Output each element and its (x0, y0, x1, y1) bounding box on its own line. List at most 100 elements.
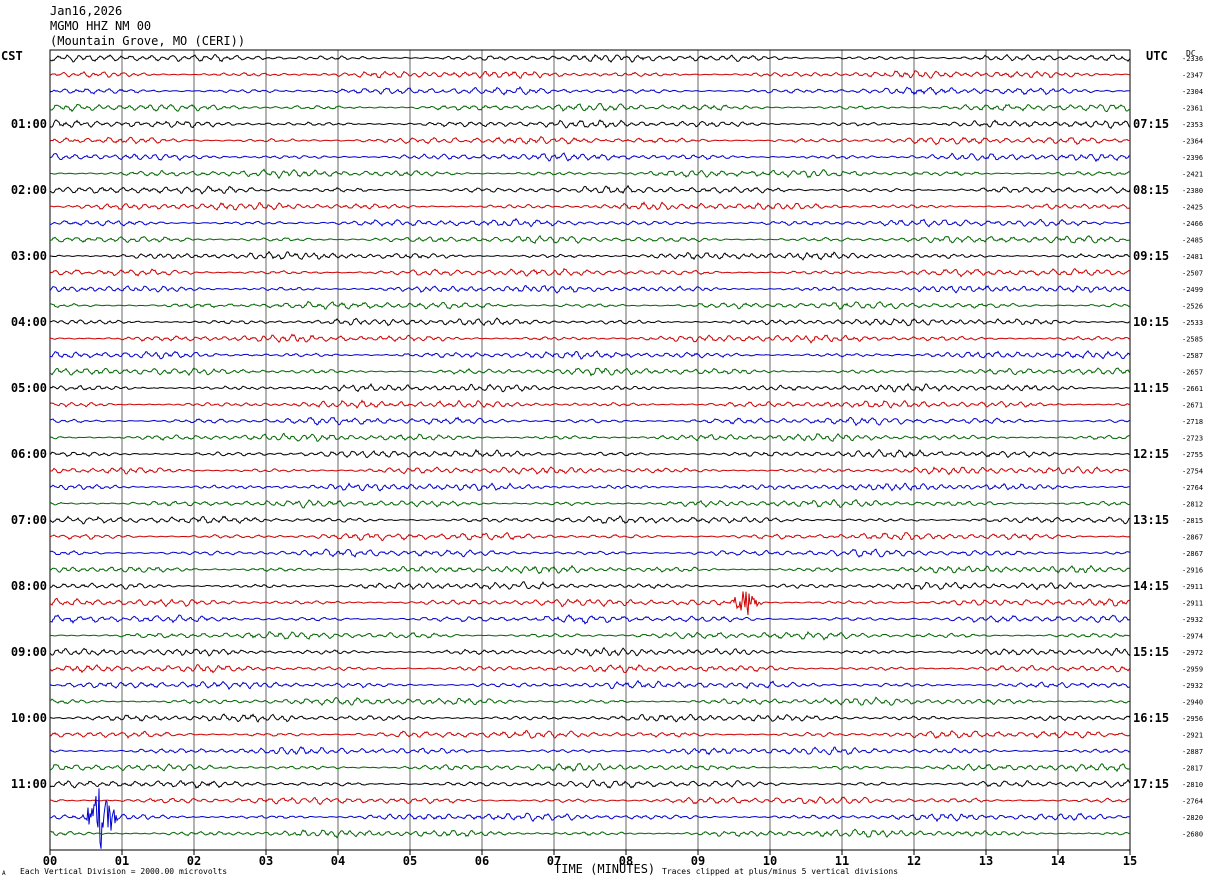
dc-offset-label: -2867 (1182, 534, 1203, 542)
x-tick-label: 10 (763, 854, 777, 868)
utc-hour-label: 15:15 (1133, 645, 1169, 659)
seismic-trace (49, 382, 1131, 393)
seismic-trace (49, 432, 1131, 442)
dc-offset-label: -2680 (1182, 831, 1203, 839)
seismic-trace (49, 730, 1131, 739)
seismic-trace (49, 465, 1131, 476)
cst-hour-label: 07:00 (11, 513, 47, 527)
dc-offset-label: -2812 (1182, 501, 1203, 509)
utc-hour-label: 13:15 (1133, 513, 1169, 527)
dc-offset-label: -2810 (1182, 781, 1203, 789)
left-timezone-label: CST (1, 49, 23, 63)
x-tick-label: 15 (1123, 854, 1137, 868)
seismic-trace (49, 646, 1131, 657)
seismic-trace (49, 564, 1131, 575)
dc-offset-label: -2867 (1182, 550, 1203, 558)
dc-offset-label: -2364 (1182, 138, 1203, 146)
seismic-trace (49, 613, 1131, 625)
cst-hour-label: 02:00 (11, 183, 47, 197)
dc-offset-label: -2887 (1182, 748, 1203, 756)
seismic-trace (49, 548, 1131, 558)
x-tick-label: 03 (259, 854, 273, 868)
seismic-trace (49, 762, 1131, 773)
dc-offset-label: -2425 (1182, 204, 1203, 212)
x-tick-label: 14 (1051, 854, 1065, 868)
x-tick-label: 02 (187, 854, 201, 868)
dc-offset-label: -2533 (1182, 319, 1203, 327)
cst-hour-label: 11:00 (11, 777, 47, 791)
seismic-trace (49, 498, 1131, 509)
seismic-trace (49, 828, 1131, 839)
dc-offset-label: -2764 (1182, 798, 1203, 806)
seismic-trace (49, 201, 1131, 211)
dc-offset-label: -2304 (1182, 88, 1203, 96)
dc-offset-label: -2347 (1182, 72, 1203, 80)
seismic-trace (49, 250, 1131, 261)
seismic-trace (49, 53, 1131, 63)
utc-hour-label: 12:15 (1133, 447, 1169, 461)
seismic-trace (49, 152, 1131, 163)
dc-offset-label: -2587 (1182, 352, 1203, 360)
dc-offset-label: -2754 (1182, 468, 1203, 476)
seismic-trace (49, 532, 1131, 542)
dc-offset-label: -2657 (1182, 369, 1203, 377)
dc-offset-label: -2671 (1182, 402, 1203, 410)
x-tick-label: 01 (115, 854, 129, 868)
seismic-trace (49, 778, 1131, 790)
dc-offset-label: -2974 (1182, 633, 1203, 641)
station-location: (Mountain Grove, MO (CERI)) (50, 34, 246, 48)
x-tick-label: 05 (403, 854, 417, 868)
dc-offset-label: -2959 (1182, 666, 1203, 674)
seismic-trace (49, 515, 1131, 525)
x-tick-label: 00 (43, 854, 57, 868)
utc-hour-label: 14:15 (1133, 579, 1169, 593)
dc-offset-label: -2661 (1182, 385, 1203, 393)
cst-hour-label: 10:00 (11, 711, 47, 725)
cst-hour-label: 08:00 (11, 579, 47, 593)
plot-frame (49, 49, 1131, 851)
seismic-trace (49, 70, 1131, 79)
seismic-trace (49, 630, 1131, 641)
dc-offset-label: -2466 (1182, 220, 1203, 228)
dc-offset-label: -2499 (1182, 286, 1203, 294)
seismic-trace (49, 86, 1131, 96)
dc-offset-label: -2421 (1182, 171, 1203, 179)
dc-offset-label: -2380 (1182, 187, 1203, 195)
dc-offset-label: -2585 (1182, 336, 1203, 344)
scale-note: Each Vertical Division = 2000.00 microvo… (20, 867, 228, 876)
right-timezone-label: UTC (1146, 49, 1168, 63)
seismic-trace (49, 663, 1131, 674)
cst-hour-label: 09:00 (11, 645, 47, 659)
seismic-trace (49, 300, 1131, 311)
seismic-trace (49, 679, 1131, 691)
dc-offset-label: -2481 (1182, 253, 1203, 261)
dc-offset-label: -2972 (1182, 649, 1203, 657)
seismic-trace (49, 416, 1131, 427)
utc-hour-label: 09:15 (1133, 249, 1169, 263)
dc-header: DC (1186, 49, 1196, 58)
seismic-trace (49, 317, 1131, 327)
utc-hour-label: 16:15 (1133, 711, 1169, 725)
seismic-trace (49, 696, 1131, 706)
x-tick-label: 12 (907, 854, 921, 868)
seismic-trace (49, 448, 1131, 459)
dc-offset-label: -2956 (1182, 715, 1203, 723)
dc-offset-label: -2718 (1182, 418, 1203, 426)
x-tick-label: 11 (835, 854, 849, 868)
seismic-trace (49, 168, 1131, 180)
dc-offset-label: -2723 (1182, 435, 1203, 443)
seismic-trace (50, 217, 1131, 228)
dc-offset-label: -2932 (1182, 616, 1203, 624)
cst-hour-label: 06:00 (11, 447, 47, 461)
utc-hour-label: 08:15 (1133, 183, 1169, 197)
seismic-trace (49, 184, 1131, 195)
seismic-trace (49, 119, 1131, 130)
dc-offset-label: -2361 (1182, 105, 1203, 113)
dc-offset-label: -2764 (1182, 484, 1203, 492)
cst-hour-label: 01:00 (11, 117, 47, 131)
dc-offset-label: -2396 (1182, 154, 1203, 162)
x-tick-label: 13 (979, 854, 993, 868)
seismic-trace (49, 796, 1131, 806)
dc-offset-label: -2940 (1182, 699, 1203, 707)
